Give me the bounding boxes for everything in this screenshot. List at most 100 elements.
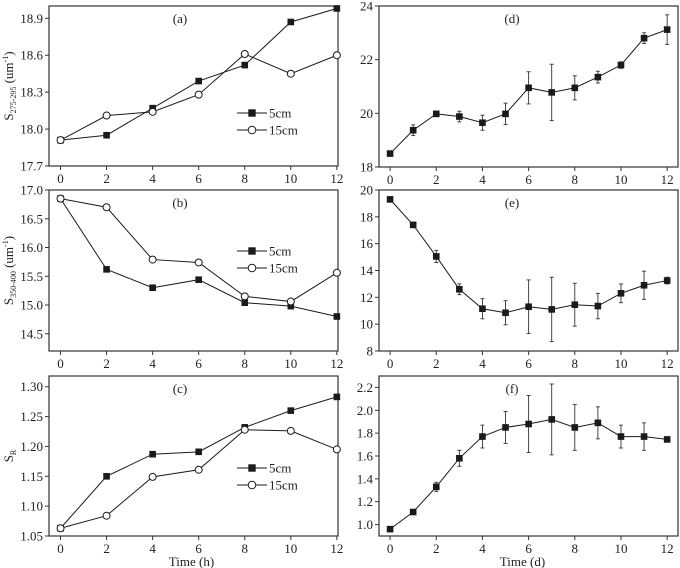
legend-marker [248, 247, 256, 255]
data-point [409, 508, 417, 516]
y-label-superscript: -1 [1, 56, 10, 63]
data-point [332, 51, 341, 60]
data-point [502, 110, 509, 118]
data-point [148, 255, 157, 264]
y-label-superscript: -1 [1, 240, 10, 247]
legend-marker [248, 464, 256, 472]
x-tick-label: 4 [149, 356, 156, 371]
x-tick-label: 0 [387, 172, 394, 187]
legend-entry: 5cm [237, 461, 291, 476]
data-point [194, 465, 203, 474]
series-5cm [57, 195, 341, 320]
x-tick-label: 10 [284, 171, 297, 186]
x-tick-label: 0 [57, 356, 64, 371]
plot-frame [48, 5, 339, 167]
y-tick-label: 24 [360, 0, 374, 14]
panel-a: 0 2 4 6 8 10 12 17.7 18.0 18.3 18.6 18.9 (a) S275-295… [1, 5, 343, 186]
data-point [287, 18, 295, 26]
data-point [432, 253, 440, 260]
legend-label: 5cm [269, 106, 291, 121]
x-tick-label: 6 [195, 541, 202, 556]
series-5cm [57, 393, 341, 532]
data-point [432, 483, 440, 491]
x-tick-label: 4 [149, 171, 156, 186]
panel-label: (b) [172, 195, 187, 210]
x-tick-label: 4 [479, 541, 486, 556]
x-tick-label: 8 [572, 356, 579, 371]
legend-marker [247, 480, 257, 490]
series-data [386, 383, 671, 533]
x-tick-label: 12 [330, 356, 343, 371]
x-axis-label: Time (h) [169, 554, 214, 568]
data-point [456, 454, 463, 462]
data-point [594, 73, 602, 81]
y-tick-label: 15.5 [20, 269, 43, 284]
data-point [333, 313, 341, 320]
panel-c: 0 2 4 6 8 10 12 1.05 1.10 1.15 1.20 1.25 1.30 (c) Time… [1, 375, 343, 568]
data-point [571, 424, 579, 431]
data-point [333, 393, 341, 401]
data-point [571, 84, 579, 92]
legend-marker [247, 263, 257, 273]
legend-entry: 5cm [237, 244, 291, 259]
x-tick-label: 0 [57, 541, 64, 556]
data-point [103, 131, 110, 139]
legend-label: 15cm [269, 478, 298, 493]
x-tick-label: 12 [661, 541, 674, 556]
data-point [456, 113, 463, 120]
data-point [240, 50, 249, 58]
data-point [149, 450, 156, 458]
x-tick-label: 0 [387, 356, 394, 371]
x-tick-label: 2 [433, 356, 440, 371]
y-tick-label: 14.5 [20, 326, 43, 341]
y-axis-label: S275-295 (um-1) [1, 51, 18, 120]
data-point [148, 472, 157, 481]
x-tick-label: 12 [330, 171, 343, 186]
data-point [240, 292, 249, 301]
data-point [479, 119, 486, 127]
y-tick-label: 1.30 [20, 379, 43, 394]
legend: 5cm 15cm [237, 461, 298, 493]
data-point [456, 285, 463, 293]
data-point [286, 297, 295, 306]
y-tick-label: 18.3 [20, 85, 43, 100]
legend-marker [248, 109, 256, 117]
data-point [56, 136, 65, 145]
data-point [102, 111, 111, 120]
y-tick-label: 1.6 [357, 449, 374, 464]
legend-entry: 15cm [237, 478, 298, 493]
data-point [663, 436, 671, 443]
legend-label: 5cm [269, 244, 291, 259]
data-point [571, 301, 579, 309]
data-point [640, 433, 648, 440]
y-label-close: ) [1, 51, 16, 55]
series-15cm [56, 50, 341, 145]
y-label-unit: (um [1, 62, 16, 86]
x-tick-label: 6 [525, 172, 532, 187]
panel-label: (d) [504, 11, 519, 26]
x-tick-label: 8 [241, 541, 248, 556]
x-tick-label: 2 [433, 172, 440, 187]
data-point [409, 126, 417, 134]
data-point [332, 268, 341, 277]
data-point [663, 26, 671, 33]
panel-label: (c) [173, 381, 187, 396]
data-point [148, 107, 157, 116]
x-tick-label: 10 [614, 172, 627, 187]
y-tick-label: 1.25 [20, 409, 43, 424]
panel-label: (f) [506, 381, 519, 396]
data-point [594, 419, 602, 427]
x-tick-label: 12 [661, 356, 674, 371]
data-point [333, 5, 341, 12]
x-tick-label: 10 [284, 356, 297, 371]
y-label-close: ) [1, 236, 16, 240]
data-point [241, 61, 249, 69]
y-tick-label: 17.0 [20, 183, 43, 198]
data-point [525, 420, 532, 428]
data-point [56, 524, 65, 533]
x-tick-label: 0 [387, 541, 394, 556]
x-tick-label: 10 [284, 541, 297, 556]
y-axis-label: SR [1, 449, 18, 462]
x-axis-label: Time (d) [500, 554, 545, 568]
x-tick-label: 12 [661, 172, 674, 187]
